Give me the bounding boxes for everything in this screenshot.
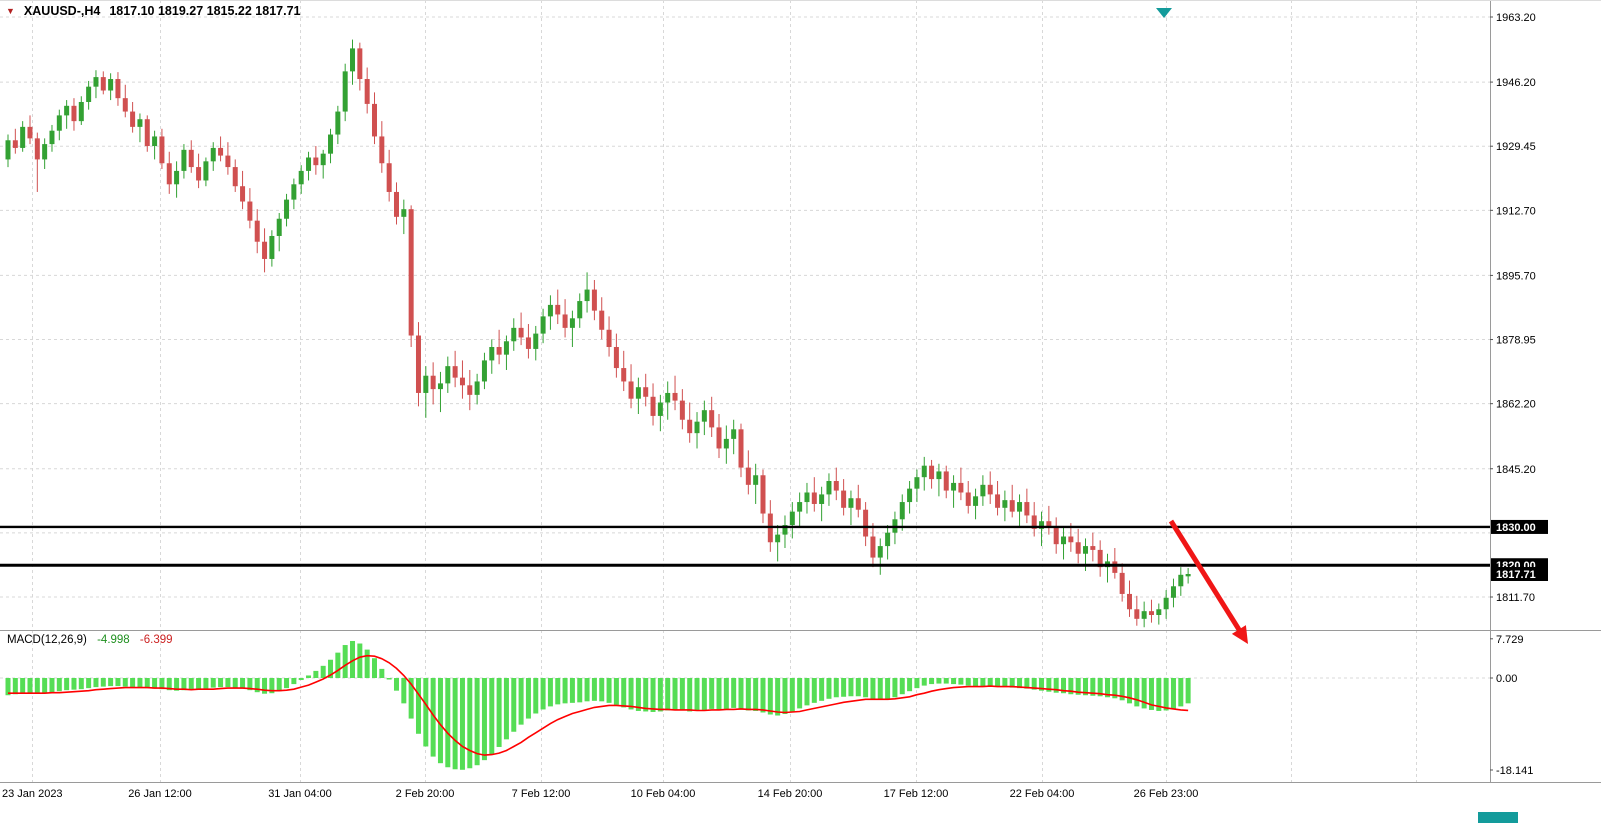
indicator-axis[interactable]: 7.729 0.00 -18.141	[1490, 634, 1533, 777]
price-axis-label: 1929.45	[1496, 141, 1536, 153]
indicator-axis-label: 0.00	[1496, 673, 1517, 685]
chart-shift-marker-icon[interactable]	[1156, 8, 1172, 18]
price-axis-label: 1946.20	[1496, 77, 1536, 89]
trend-arrow-annotation[interactable]	[1168, 519, 1248, 644]
time-axis-label: 14 Feb 20:00	[758, 788, 823, 800]
macd-histogram	[5, 640, 1191, 770]
macd-name: MACD(12,26,9)	[7, 634, 87, 646]
price-axis-label: 1963.20	[1496, 12, 1536, 24]
chart-title: ▼ XAUUSD-,H4 1817.10 1819.27 1815.22 181…	[6, 4, 300, 18]
symbol-timeframe-label: XAUUSD-,H4	[23, 4, 101, 18]
price-axis-label: 1811.70	[1496, 592, 1535, 604]
price-axis-label: 1895.70	[1496, 270, 1536, 282]
candles-layer	[5, 39, 1191, 628]
price-tag: 1817.71	[1491, 566, 1548, 581]
time-axis-label: 26 Feb 23:00	[1134, 788, 1199, 800]
svg-text:1817.71: 1817.71	[1496, 569, 1536, 581]
time-axis-label: 17 Feb 12:00	[884, 788, 949, 800]
macd-signal-value: -6.399	[139, 634, 173, 646]
scrollbar-thumb[interactable]	[1478, 812, 1518, 823]
svg-text:1830.00: 1830.00	[1496, 522, 1536, 534]
price-axis[interactable]: 1963.20 1946.20 1929.45 1912.70 1895.70 1878.…	[1490, 12, 1536, 604]
ohlc-readout: 1817.10 1819.27 1815.22 1817.71	[109, 4, 301, 18]
time-axis-label: 22 Feb 04:00	[1010, 788, 1075, 800]
indicator-axis-label: 7.729	[1496, 634, 1524, 646]
time-axis-label: 10 Feb 04:00	[631, 788, 696, 800]
time-axis-label: 7 Feb 12:00	[512, 788, 571, 800]
price-axis-label: 1878.95	[1496, 335, 1536, 347]
time-axis-label: 31 Jan 04:00	[268, 788, 332, 800]
price-axis-label: 1912.70	[1496, 205, 1536, 217]
macd-indicator-label: MACD(12,26,9) -4.998 -6.399	[7, 634, 173, 646]
grid-lines	[0, 0, 1490, 783]
price-tag: 1830.00	[1491, 519, 1548, 534]
symbol-menu-icon[interactable]: ▼	[6, 5, 15, 16]
price-axis-label: 1845.20	[1496, 464, 1536, 476]
macd-signal-line	[8, 654, 1189, 756]
time-axis-label: 23 Jan 2023	[2, 788, 63, 800]
indicator-axis-label: -18.141	[1496, 765, 1533, 777]
time-axis-label: 26 Jan 12:00	[128, 788, 192, 800]
time-axis-label: 2 Feb 20:00	[396, 788, 455, 800]
time-axis[interactable]: 23 Jan 2023 26 Jan 12:00 31 Jan 04:00 2 Feb…	[2, 788, 1198, 800]
macd-main-value: -4.998	[97, 634, 130, 646]
price-axis-label: 1862.20	[1496, 399, 1536, 411]
